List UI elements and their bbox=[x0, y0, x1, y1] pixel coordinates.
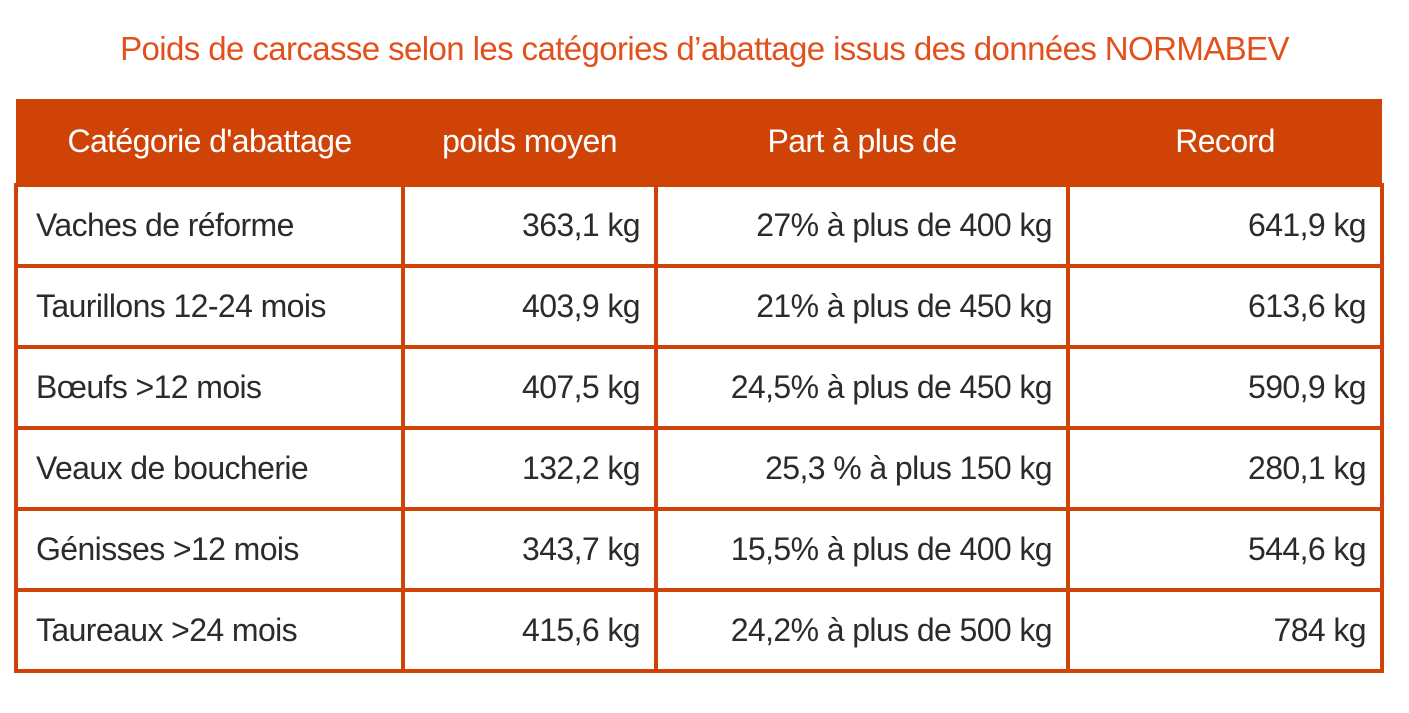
cell-share-above: 27% à plus de 400 kg bbox=[654, 183, 1070, 268]
table-row: Taurillons 12-24 mois 403,9 kg 21% à plu… bbox=[14, 264, 1384, 349]
cell-record: 544,6 kg bbox=[1066, 507, 1384, 592]
cell-average-weight: 407,5 kg bbox=[401, 345, 658, 430]
cell-average-weight: 343,7 kg bbox=[401, 507, 658, 592]
cell-category: Bœufs >12 mois bbox=[14, 345, 405, 430]
cell-record: 280,1 kg bbox=[1066, 426, 1384, 511]
cell-average-weight: 403,9 kg bbox=[401, 264, 658, 349]
cell-average-weight: 132,2 kg bbox=[401, 426, 658, 511]
table-row: Bœufs >12 mois 407,5 kg 24,5% à plus de … bbox=[14, 345, 1384, 430]
table-row: Génisses >12 mois 343,7 kg 15,5% à plus … bbox=[14, 507, 1384, 592]
cell-share-above: 24,2% à plus de 500 kg bbox=[654, 588, 1070, 673]
table-header-row: Catégorie d'abattage poids moyen Part à … bbox=[16, 99, 1382, 185]
carcass-weight-table: Catégorie d'abattage poids moyen Part à … bbox=[14, 99, 1384, 673]
cell-average-weight: 363,1 kg bbox=[401, 183, 658, 268]
column-header-category: Catégorie d'abattage bbox=[16, 99, 403, 185]
cell-record: 641,9 kg bbox=[1066, 183, 1384, 268]
cell-record: 590,9 kg bbox=[1066, 345, 1384, 430]
table-row: Taureaux >24 mois 415,6 kg 24,2% à plus … bbox=[14, 588, 1384, 673]
cell-category: Veaux de boucherie bbox=[14, 426, 405, 511]
column-header-record: Record bbox=[1068, 99, 1382, 185]
column-header-average-weight: poids moyen bbox=[403, 99, 656, 185]
cell-share-above: 15,5% à plus de 400 kg bbox=[654, 507, 1070, 592]
page-title: Poids de carcasse selon les catégories d… bbox=[120, 30, 1289, 67]
table-row: Vaches de réforme 363,1 kg 27% à plus de… bbox=[14, 183, 1384, 268]
cell-category: Génisses >12 mois bbox=[14, 507, 405, 592]
cell-category: Vaches de réforme bbox=[14, 183, 405, 268]
table-row: Veaux de boucherie 132,2 kg 25,3 % à plu… bbox=[14, 426, 1384, 511]
cell-category: Taurillons 12-24 mois bbox=[14, 264, 405, 349]
cell-category: Taureaux >24 mois bbox=[14, 588, 405, 673]
cell-average-weight: 415,6 kg bbox=[401, 588, 658, 673]
cell-share-above: 25,3 % à plus 150 kg bbox=[654, 426, 1070, 511]
column-header-share-above: Part à plus de bbox=[656, 99, 1068, 185]
cell-share-above: 24,5% à plus de 450 kg bbox=[654, 345, 1070, 430]
cell-record: 784 kg bbox=[1066, 588, 1384, 673]
cell-record: 613,6 kg bbox=[1066, 264, 1384, 349]
cell-share-above: 21% à plus de 450 kg bbox=[654, 264, 1070, 349]
